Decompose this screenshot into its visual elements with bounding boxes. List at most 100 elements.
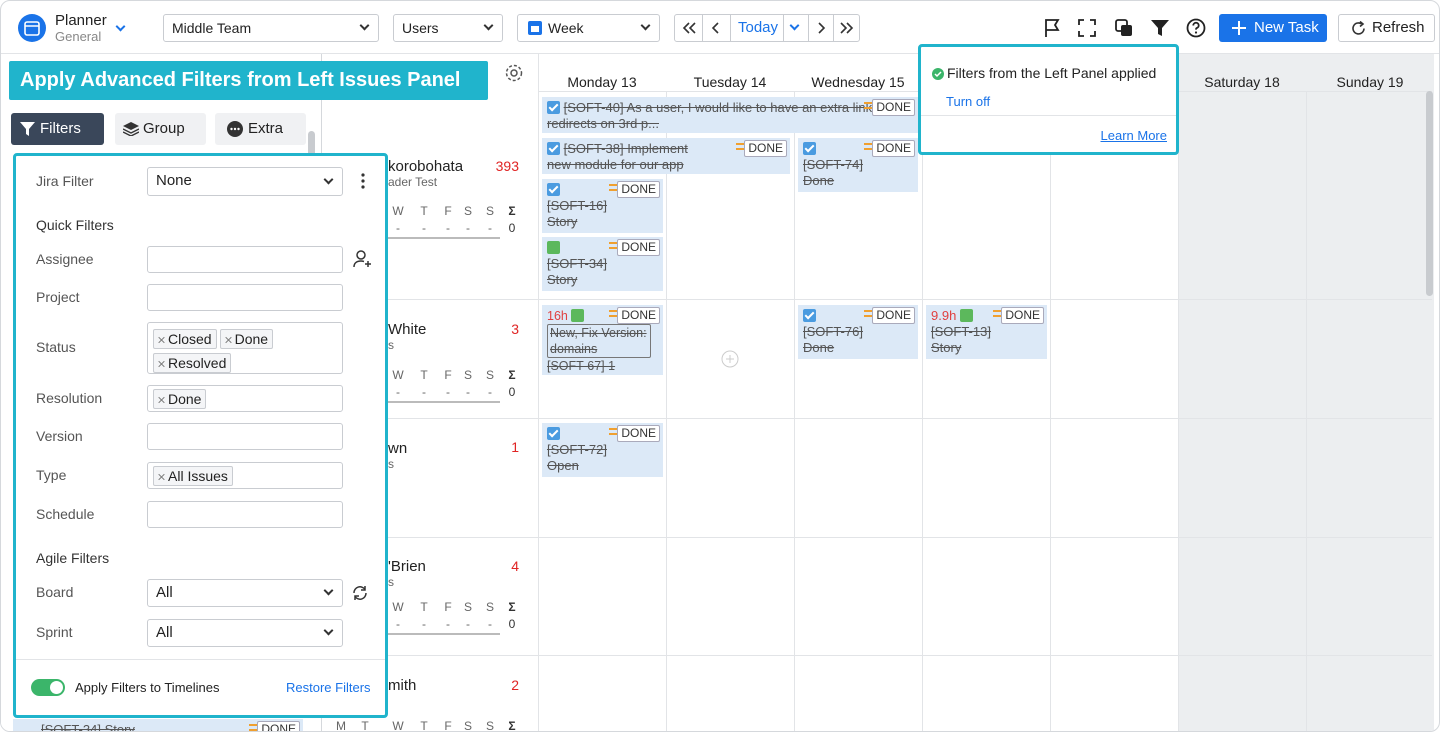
- sprint-select[interactable]: All: [147, 619, 343, 647]
- apply-toggle[interactable]: [31, 679, 65, 696]
- chip[interactable]: Done: [219, 329, 274, 349]
- task-summary: Open: [547, 458, 579, 473]
- field-label: Version: [36, 428, 83, 444]
- task-labels: New, Fix Version: domains: [547, 324, 651, 358]
- week-letter: Σ: [508, 204, 516, 218]
- task-card[interactable]: [SOFT-38] Implement new module for our a…: [542, 138, 790, 174]
- reload-icon[interactable]: [352, 585, 368, 601]
- restore-link[interactable]: Restore Filters: [286, 680, 371, 695]
- turn-off-link[interactable]: Turn off: [946, 94, 991, 109]
- day-header: Monday 13: [567, 74, 637, 90]
- settings-icon[interactable]: [504, 63, 524, 83]
- scrollbar[interactable]: [1426, 91, 1433, 296]
- task-status: DONE: [617, 425, 660, 442]
- week-letter: W: [392, 368, 404, 382]
- task-card[interactable]: [SOFT-34] Story DONE: [13, 719, 303, 731]
- overlap-icon[interactable]: [1114, 18, 1134, 38]
- week-letter: W: [392, 204, 404, 218]
- week-value: -: [446, 385, 450, 399]
- week-value: -: [488, 385, 492, 399]
- resource-select[interactable]: Users: [393, 14, 503, 42]
- toggle-label: Apply Filters to Timelines: [75, 680, 220, 695]
- task-card[interactable]: 9.9h [SOFT-13] Story DONE: [926, 305, 1047, 359]
- task-time: 9.9h: [931, 308, 957, 323]
- flag-icon[interactable]: [1043, 18, 1061, 38]
- notification: Filters from the Left Panel applied Turn…: [918, 44, 1179, 155]
- task-key: [SOFT-16]: [547, 198, 607, 213]
- user-name: korobohata: [388, 158, 464, 175]
- task-key: [SOFT-40] As a user, I would like to hav…: [547, 100, 910, 131]
- chip[interactable]: Done: [153, 389, 207, 409]
- task-card[interactable]: [SOFT-40] As a user, I would like to hav…: [542, 97, 918, 133]
- jira-filter-select[interactable]: None: [147, 167, 343, 196]
- field-value: All: [156, 584, 173, 601]
- type-input[interactable]: All Issues: [147, 462, 343, 489]
- help-icon[interactable]: [1186, 18, 1206, 38]
- task-card[interactable]: [SOFT-72] Open DONE: [542, 423, 663, 477]
- today-menu[interactable]: [789, 20, 800, 31]
- schedule-input[interactable]: [147, 501, 343, 528]
- extra-button[interactable]: Extra: [215, 113, 306, 145]
- task-card[interactable]: [SOFT-16] Story DONE: [542, 179, 663, 233]
- version-input[interactable]: [147, 423, 343, 450]
- user-role: s: [388, 338, 394, 352]
- app-name: Planner: [55, 12, 107, 29]
- task-status: DONE: [872, 99, 915, 116]
- chip[interactable]: All Issues: [153, 466, 233, 486]
- filters-button[interactable]: Filters: [11, 113, 104, 145]
- user-name: 'Brien: [388, 558, 426, 575]
- task-card[interactable]: [SOFT-34] Story DONE: [542, 237, 663, 291]
- task-time: 16h: [547, 309, 568, 323]
- today-button[interactable]: Today: [738, 19, 779, 36]
- week-value: -: [466, 617, 470, 631]
- filter-icon[interactable]: [1150, 19, 1170, 37]
- view-select[interactable]: Week: [517, 14, 660, 42]
- task-status: DONE: [617, 181, 660, 198]
- week-letter: S: [463, 719, 472, 732]
- chip[interactable]: Closed: [153, 329, 217, 349]
- project-input[interactable]: [147, 284, 343, 311]
- team-select[interactable]: Middle Team: [163, 14, 379, 42]
- task-summary: Story: [547, 214, 578, 229]
- week-letter: F: [444, 204, 452, 218]
- new-task-button[interactable]: New Task: [1219, 14, 1327, 42]
- task-card[interactable]: 16h New, Fix Version: domains [SOFT-67] 1…: [542, 305, 663, 375]
- task-card[interactable]: [SOFT-74] Done DONE: [798, 138, 918, 192]
- status-input[interactable]: Closed Done Resolved: [147, 322, 343, 374]
- week-underline: [388, 633, 500, 635]
- resolution-input[interactable]: Done: [147, 385, 343, 412]
- user-count: 1: [511, 439, 519, 455]
- refresh-button[interactable]: Refresh: [1338, 14, 1435, 42]
- field-label: Type: [36, 467, 67, 483]
- next-month[interactable]: [839, 21, 855, 35]
- day-header: Saturday 18: [1204, 74, 1280, 90]
- add-user-icon[interactable]: [353, 249, 373, 269]
- fullscreen-icon[interactable]: [1078, 19, 1096, 37]
- user-count: 3: [511, 321, 519, 337]
- learn-more-link[interactable]: Learn More: [1100, 128, 1167, 143]
- task-key: [SOFT-67] 1: [547, 359, 616, 373]
- user-name: wn: [388, 440, 408, 457]
- prev-month[interactable]: [681, 21, 697, 35]
- week-letter: F: [444, 719, 452, 732]
- day-header: Sunday 19: [1336, 74, 1404, 90]
- board-select[interactable]: All: [147, 579, 343, 607]
- chip-text: Resolved: [168, 355, 227, 371]
- app-sub[interactable]: General: [55, 29, 102, 44]
- chip[interactable]: Resolved: [153, 353, 232, 373]
- notification-message: Filters from the Left Panel applied: [947, 65, 1157, 81]
- prev-week[interactable]: [709, 21, 723, 35]
- next-week[interactable]: [814, 21, 828, 35]
- task-status: DONE: [872, 140, 915, 157]
- add-task-icon[interactable]: [721, 350, 739, 368]
- app-logo: [18, 14, 46, 42]
- task-card[interactable]: [SOFT-76] Done DONE: [798, 305, 918, 359]
- user-count: 2: [511, 677, 519, 693]
- assignee-input[interactable]: [147, 246, 343, 273]
- more-icon[interactable]: [360, 172, 366, 190]
- week-letter: S: [463, 600, 472, 614]
- field-label: Sprint: [36, 624, 73, 640]
- group-button[interactable]: Group: [115, 113, 206, 145]
- task-key: [SOFT-72]: [547, 442, 607, 457]
